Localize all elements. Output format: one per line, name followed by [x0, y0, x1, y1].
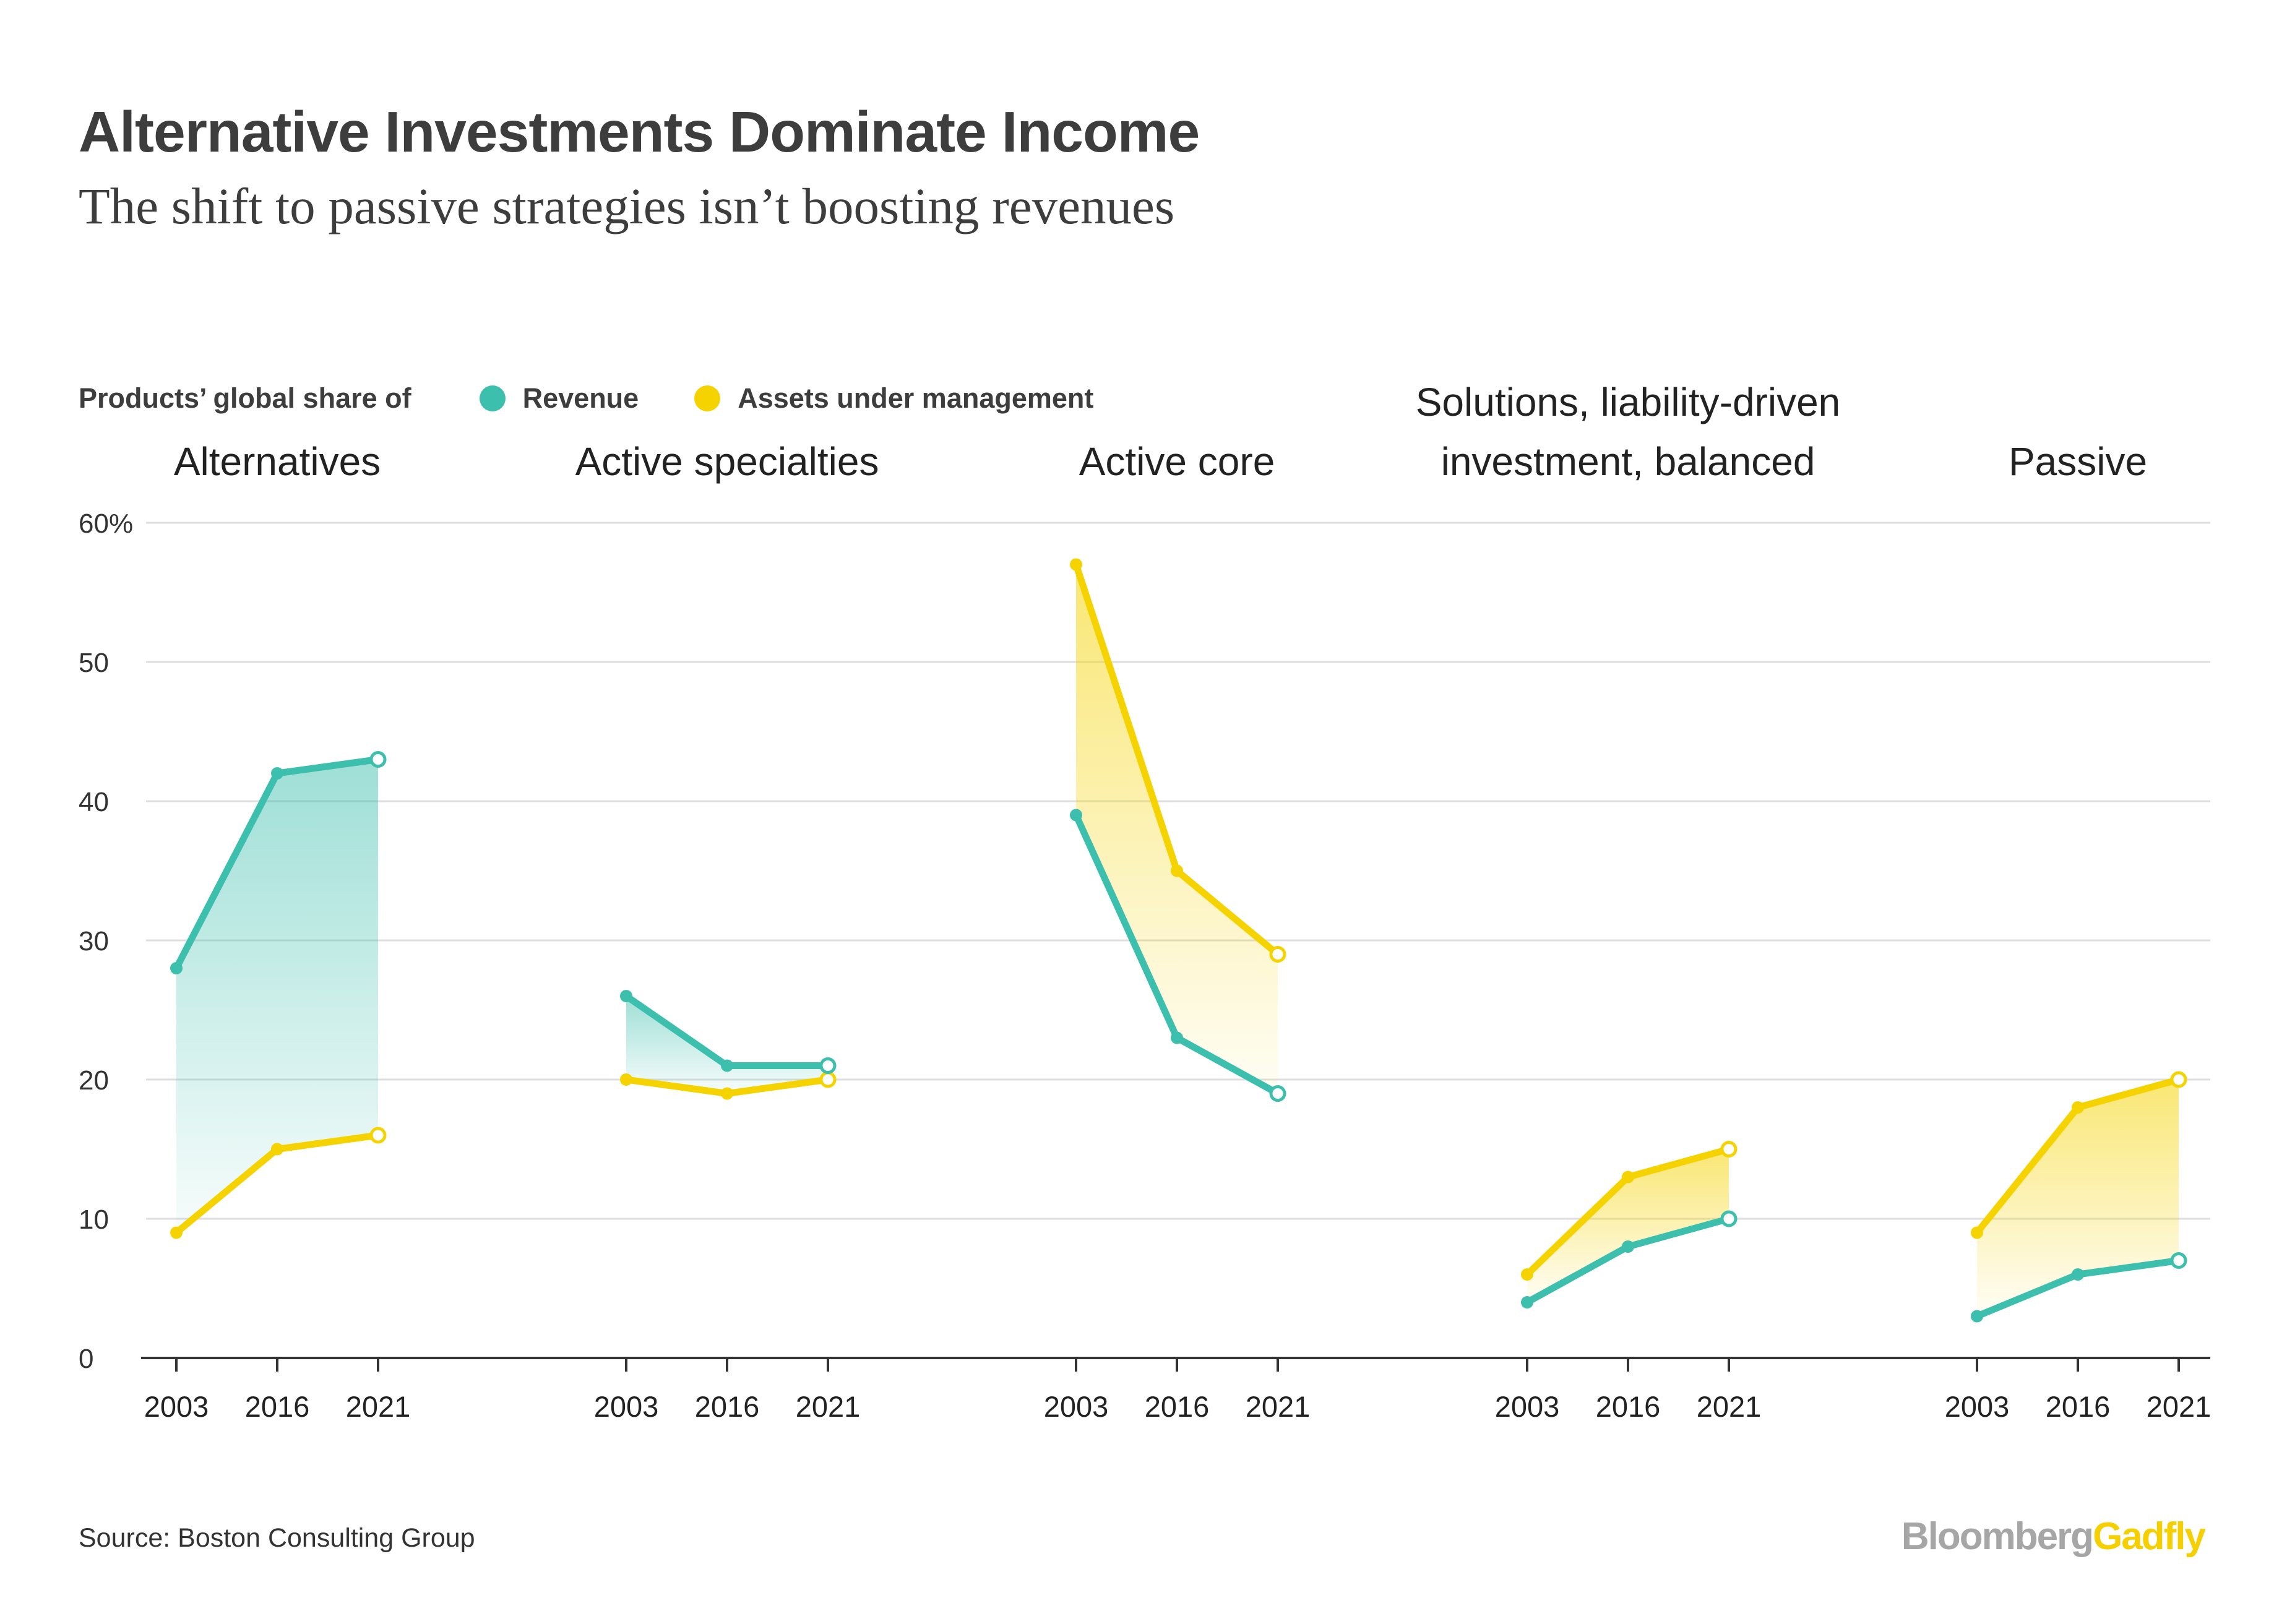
panel-3: Active core: [1070, 439, 1286, 1102]
aum-point: [2170, 1071, 2187, 1088]
gap-area: [1977, 1080, 2179, 1317]
panel-title: Active specialties: [575, 439, 879, 484]
aum-point: [819, 1071, 837, 1088]
aum-point: [1521, 1268, 1533, 1281]
y-axis: 0 10 20 30 40 50 60%: [79, 509, 133, 1374]
y-tick-label: 20: [79, 1065, 109, 1096]
revenue-point: [1720, 1210, 1738, 1227]
x-tick-label: 2016: [1596, 1390, 1661, 1423]
y-tick-label: 0: [79, 1344, 93, 1374]
x-tick-label: 2003: [594, 1390, 659, 1423]
x-tick-label: 2021: [2147, 1390, 2212, 1423]
panel-5: Passive: [1971, 439, 2187, 1323]
aum-point: [1971, 1226, 1983, 1239]
aum-point: [1171, 864, 1183, 877]
revenue-point: [1070, 809, 1082, 822]
aum-point: [170, 1226, 183, 1239]
panel-title: investment, balanced: [1441, 439, 1815, 484]
legend-prefix: Products’ global share of: [79, 382, 411, 414]
legend: Products’ global share of Revenue Assets…: [79, 380, 1093, 417]
legend-item-aum: Assets under management: [694, 382, 1093, 415]
legend-item-revenue: Revenue: [479, 382, 639, 415]
gap-area: [1076, 564, 1278, 1094]
panel-4: Solutions, liability-driven investment, b…: [1416, 380, 1841, 1308]
revenue-point: [721, 1059, 733, 1072]
chart-subtitle: The shift to passive strategies isn’t bo…: [79, 178, 1175, 234]
aum-point: [369, 1127, 387, 1144]
panel-title: Active core: [1079, 439, 1275, 484]
aum-point: [271, 1143, 283, 1156]
revenue-point: [2170, 1252, 2187, 1269]
revenue-point: [1171, 1031, 1183, 1044]
revenue-point: [1269, 1085, 1286, 1102]
y-tick-label: 10: [79, 1205, 109, 1235]
x-axis: 2003 2016 2021 2003 2016 2021 2003 2016 2021 2003…: [141, 1357, 2212, 1423]
aum-dot-icon: [694, 385, 721, 411]
revenue-point: [271, 767, 283, 780]
x-tick-label: 2003: [1044, 1390, 1109, 1423]
x-tick-label: 2016: [1145, 1390, 1210, 1423]
brand-logo: BloombergGadfly: [1901, 1514, 2206, 1558]
aum-point: [1720, 1141, 1738, 1158]
panels: Alternatives Active specialties Active cor…: [170, 380, 2187, 1323]
x-tick-label: 2003: [1495, 1390, 1560, 1423]
x-tick-label: 2021: [796, 1390, 861, 1423]
aum-point: [721, 1087, 733, 1100]
y-tick-label: 30: [79, 926, 109, 956]
panel-1: Alternatives: [170, 439, 387, 1239]
x-tick-label: 2016: [245, 1390, 310, 1423]
revenue-dot-icon: [479, 385, 506, 411]
y-tick-label: 50: [79, 648, 109, 678]
legend-label-revenue: Revenue: [522, 382, 639, 414]
aum-point: [1070, 558, 1082, 571]
x-tick-label: 2021: [1246, 1390, 1311, 1423]
chart-title: Alternative Investments Dominate Income: [79, 100, 1200, 164]
panel-title: Alternatives: [174, 439, 381, 484]
brand-bloomberg: Bloomberg: [1901, 1515, 2094, 1558]
panel-title: Passive: [2009, 439, 2147, 484]
revenue-point: [170, 962, 183, 974]
revenue-point: [1971, 1310, 1983, 1323]
x-tick-label: 2021: [346, 1390, 411, 1423]
y-tick-label: 60%: [79, 509, 133, 539]
panel-title: Solutions, liability-driven: [1416, 380, 1841, 424]
revenue-point: [369, 751, 387, 768]
gap-area: [626, 996, 828, 1094]
brand-gadfly: Gadfly: [2093, 1515, 2206, 1558]
source-note: Source: Boston Consulting Group: [79, 1523, 475, 1553]
legend-label-aum: Assets under management: [738, 382, 1094, 414]
gap-area: [1527, 1149, 1729, 1302]
x-tick-label: 2003: [144, 1390, 209, 1423]
revenue-point: [620, 990, 632, 1002]
panel-2: Active specialties: [575, 439, 879, 1100]
x-tick-label: 2003: [1945, 1390, 2010, 1423]
gap-area: [176, 759, 378, 1233]
aum-point: [1622, 1171, 1634, 1184]
revenue-point: [1622, 1240, 1634, 1253]
aum-point: [2072, 1101, 2084, 1114]
aum-point: [620, 1073, 632, 1086]
aum-point: [1269, 946, 1286, 963]
x-tick-label: 2021: [1697, 1390, 1762, 1423]
x-tick-label: 2016: [2046, 1390, 2111, 1423]
revenue-point: [2072, 1268, 2084, 1281]
grid: [146, 522, 2210, 1220]
x-tick-label: 2016: [695, 1390, 760, 1423]
y-tick-label: 40: [79, 787, 109, 817]
revenue-point: [1521, 1296, 1533, 1308]
revenue-point: [819, 1057, 837, 1074]
